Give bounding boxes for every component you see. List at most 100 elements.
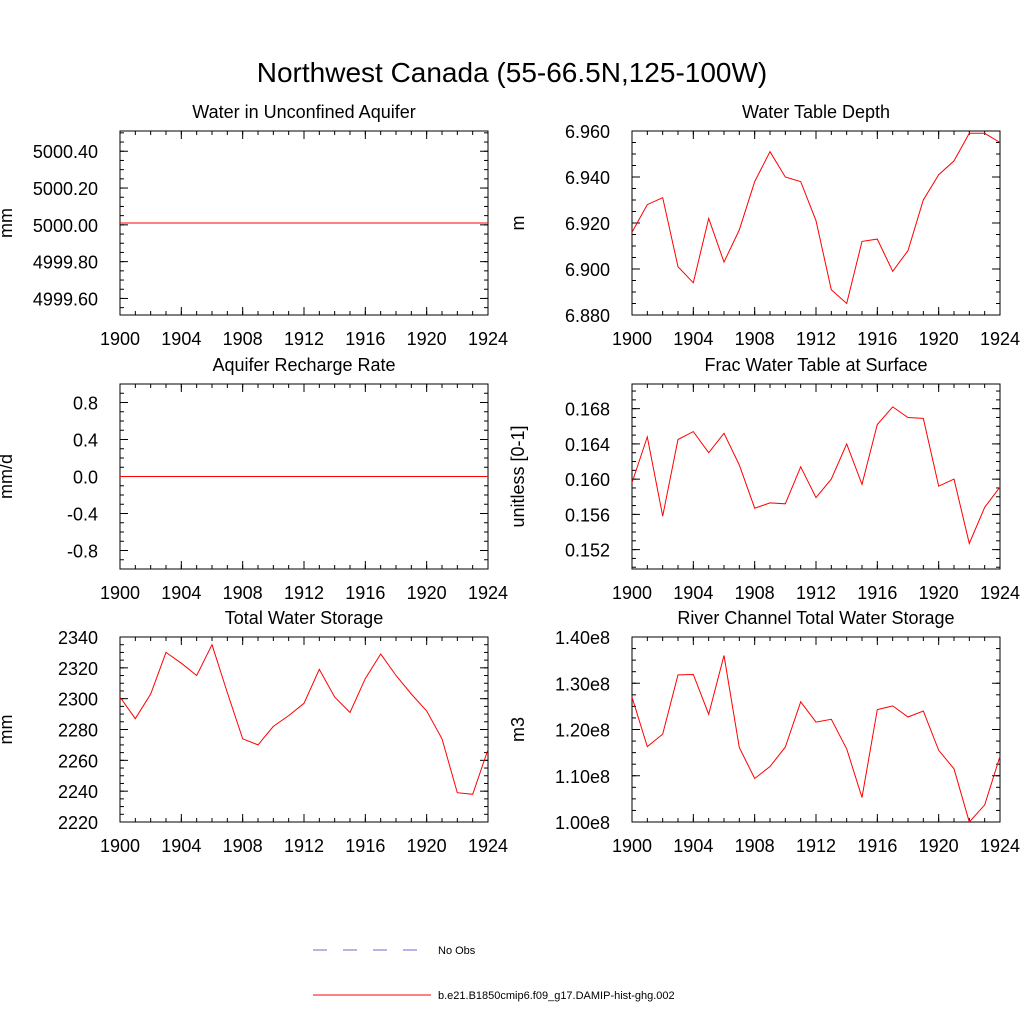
y-tick-label: 0.4 bbox=[73, 431, 98, 451]
y-tick-label: 4999.80 bbox=[33, 253, 98, 273]
y-tick-label: 2240 bbox=[58, 782, 98, 802]
x-tick-label: 1904 bbox=[161, 329, 201, 349]
x-tick-label: 1920 bbox=[919, 836, 959, 856]
panel-6: River Channel Total Water Storage 1900 190… bbox=[508, 608, 1020, 856]
x-tick-label: 1912 bbox=[284, 836, 324, 856]
y-tick-label: 0.160 bbox=[565, 470, 610, 490]
y-axis-label: m bbox=[508, 216, 528, 231]
y-tick-label: 1.30e8 bbox=[555, 674, 610, 694]
panel-5: Total Water Storage 1900 1904 1908 1912 1916 1… bbox=[0, 608, 508, 856]
panel-title: Water Table Depth bbox=[742, 102, 890, 122]
y-tick-label: 0.0 bbox=[73, 468, 98, 488]
y-tick-label: 0.168 bbox=[565, 400, 610, 420]
y-tick-label: 1.10e8 bbox=[555, 767, 610, 787]
y-axis-label: mm bbox=[0, 715, 16, 745]
x-tick-label: 1924 bbox=[468, 583, 508, 603]
x-tick-label: 1920 bbox=[407, 836, 447, 856]
x-tick-label: 1900 bbox=[612, 836, 652, 856]
plot-frame bbox=[631, 383, 1001, 570]
x-tick-label: 1916 bbox=[857, 583, 897, 603]
x-tick-label: 1908 bbox=[735, 836, 775, 856]
y-tick-label: 6.920 bbox=[565, 214, 610, 234]
y-tick-label: 2280 bbox=[58, 721, 98, 741]
x-tick-label: 1900 bbox=[100, 329, 140, 349]
x-tick-label: 1904 bbox=[673, 836, 713, 856]
x-tick-label: 1908 bbox=[735, 583, 775, 603]
y-tick-label: 2320 bbox=[58, 659, 98, 679]
panels: Water in Unconfined Aquifer 1900 1904 1908 1… bbox=[0, 102, 1020, 856]
x-tick-label: 1924 bbox=[980, 583, 1020, 603]
y-tick-label: 0.8 bbox=[73, 394, 98, 414]
y-axis-label: m3 bbox=[508, 717, 528, 742]
series-line-1 bbox=[631, 132, 1001, 305]
x-tick-label: 1908 bbox=[735, 329, 775, 349]
y-tick-label: -0.8 bbox=[67, 542, 98, 562]
panel-title: River Channel Total Water Storage bbox=[677, 608, 954, 628]
plot-frame bbox=[119, 636, 489, 823]
y-tick-label: 6.880 bbox=[565, 306, 610, 326]
x-tick-label: 1912 bbox=[796, 329, 836, 349]
panel-title: Frac Water Table at Surface bbox=[704, 355, 927, 375]
x-tick-label: 1916 bbox=[857, 836, 897, 856]
y-tick-label: 6.960 bbox=[565, 122, 610, 142]
panel-1: Water in Unconfined Aquifer 1900 1904 1908 1… bbox=[0, 102, 508, 349]
x-tick-label: 1924 bbox=[468, 329, 508, 349]
y-tick-label: 6.900 bbox=[565, 260, 610, 280]
legend: No Obs b.e21.B1850cmip6.f09_g17.DAMIP-hi… bbox=[313, 945, 675, 1002]
x-tick-label: 1924 bbox=[980, 329, 1020, 349]
panel-4: Frac Water Table at Surface 1900 1904 1908 1… bbox=[508, 355, 1020, 603]
x-tick-label: 1912 bbox=[284, 583, 324, 603]
x-tick-label: 1912 bbox=[796, 583, 836, 603]
plot-frame bbox=[631, 636, 1001, 823]
y-tick-label: 1.20e8 bbox=[555, 721, 610, 741]
x-tick-label: 1908 bbox=[223, 583, 263, 603]
y-tick-label: -0.4 bbox=[67, 505, 98, 525]
series-line-1 bbox=[631, 655, 1001, 824]
y-tick-label: 0.156 bbox=[565, 505, 610, 525]
x-tick-label: 1900 bbox=[612, 329, 652, 349]
panel-2: Water Table Depth 1900 1904 1908 1912 1916 192… bbox=[508, 102, 1020, 349]
x-tick-label: 1900 bbox=[100, 583, 140, 603]
page-title: Northwest Canada (55-66.5N,125-100W) bbox=[257, 57, 767, 88]
x-tick-label: 1908 bbox=[223, 836, 263, 856]
x-tick-label: 1920 bbox=[407, 329, 447, 349]
y-tick-label: 5000.40 bbox=[33, 142, 98, 162]
legend-label-no-obs: No Obs bbox=[438, 945, 476, 957]
y-tick-label: 2340 bbox=[58, 628, 98, 648]
x-tick-label: 1904 bbox=[161, 583, 201, 603]
x-tick-label: 1924 bbox=[980, 836, 1020, 856]
y-tick-label: 2220 bbox=[58, 813, 98, 833]
x-tick-label: 1904 bbox=[161, 836, 201, 856]
y-tick-label: 1.00e8 bbox=[555, 813, 610, 833]
y-axis-label: mm/d bbox=[0, 454, 16, 499]
x-tick-label: 1900 bbox=[612, 583, 652, 603]
y-axis-label: mm bbox=[0, 208, 16, 238]
panel-title: Water in Unconfined Aquifer bbox=[192, 102, 415, 122]
y-tick-label: 2260 bbox=[58, 751, 98, 771]
y-tick-label: 4999.60 bbox=[33, 289, 98, 309]
x-tick-label: 1908 bbox=[223, 329, 263, 349]
series-line-1 bbox=[631, 406, 1001, 546]
y-tick-label: 0.152 bbox=[565, 541, 610, 561]
legend-label-model: b.e21.B1850cmip6.f09_g17.DAMIP-hist-ghg.… bbox=[438, 990, 675, 1002]
x-tick-label: 1912 bbox=[796, 836, 836, 856]
x-tick-label: 1924 bbox=[468, 836, 508, 856]
x-tick-label: 1904 bbox=[673, 583, 713, 603]
x-tick-label: 1916 bbox=[857, 329, 897, 349]
y-tick-label: 0.164 bbox=[565, 435, 610, 455]
x-tick-label: 1904 bbox=[673, 329, 713, 349]
x-tick-label: 1920 bbox=[407, 583, 447, 603]
y-tick-label: 2300 bbox=[58, 690, 98, 710]
series-line-1 bbox=[119, 643, 489, 795]
y-tick-label: 1.40e8 bbox=[555, 628, 610, 648]
y-tick-label: 6.940 bbox=[565, 168, 610, 188]
x-tick-label: 1916 bbox=[345, 329, 385, 349]
x-tick-label: 1916 bbox=[345, 583, 385, 603]
panel-3: Aquifer Recharge Rate 1900 1904 1908 1912 191… bbox=[0, 355, 508, 603]
x-tick-label: 1912 bbox=[284, 329, 324, 349]
y-tick-label: 5000.20 bbox=[33, 179, 98, 199]
x-tick-label: 1920 bbox=[919, 583, 959, 603]
x-tick-label: 1900 bbox=[100, 836, 140, 856]
y-axis-label: unitless [0-1] bbox=[508, 425, 528, 527]
